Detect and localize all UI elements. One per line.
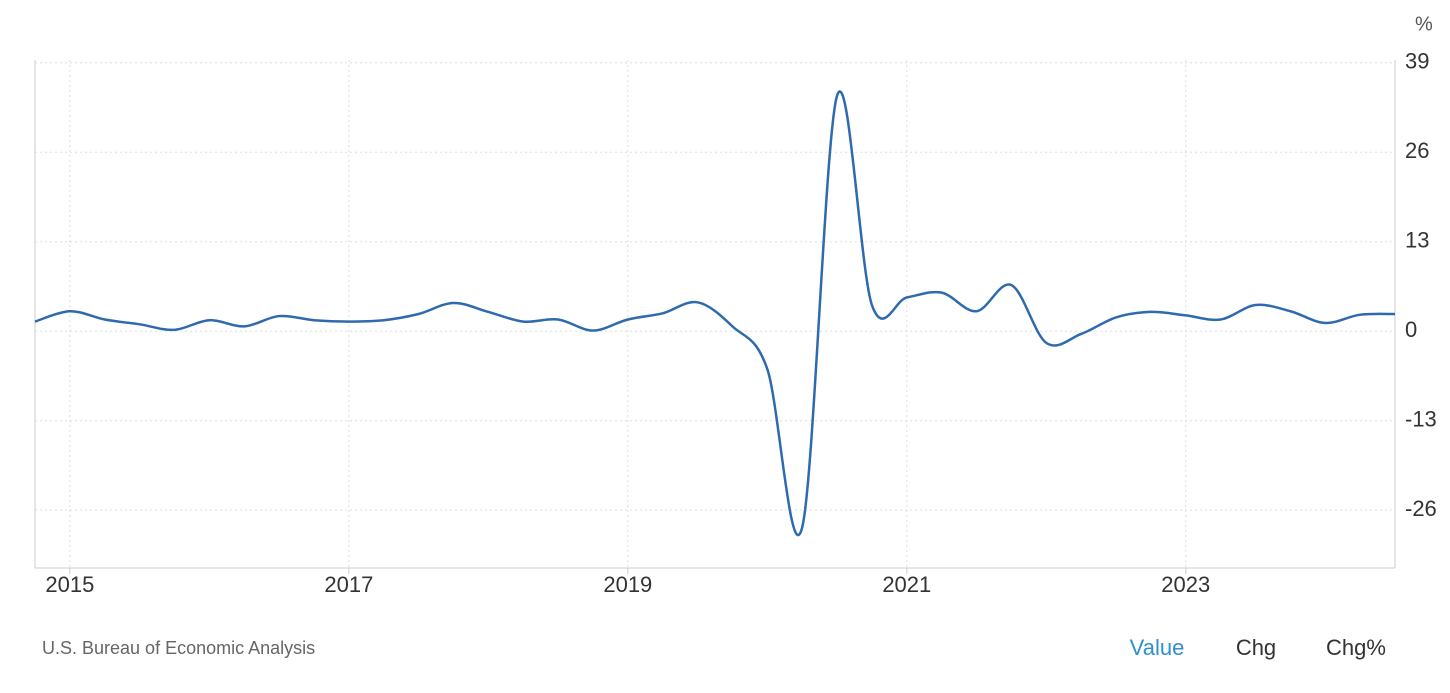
x-tick-label: 2023 (1161, 572, 1210, 597)
tabs: Value Chg Chg% (1130, 635, 1386, 660)
y-tick-label: -26 (1405, 496, 1437, 521)
x-tick-label: 2021 (882, 572, 931, 597)
y-tick-label: 26 (1405, 138, 1429, 163)
y-tick-label: -13 (1405, 407, 1437, 432)
tab[interactable]: Chg% (1326, 635, 1386, 660)
x-tick-label: 2017 (324, 572, 373, 597)
y-unit: % (1415, 13, 1433, 35)
tab[interactable]: Value (1130, 635, 1185, 660)
source: U.S. Bureau of Economic Analysis (42, 638, 315, 658)
x-tick-label: 2019 (603, 572, 652, 597)
y-tick-label: 13 (1405, 228, 1429, 253)
line-series (34, 90, 1396, 537)
y-tick-label: 39 (1405, 49, 1429, 74)
x-tick-label: 2015 (45, 572, 94, 597)
y-tick-label: 0 (1405, 317, 1417, 342)
tab[interactable]: Chg (1236, 635, 1276, 660)
